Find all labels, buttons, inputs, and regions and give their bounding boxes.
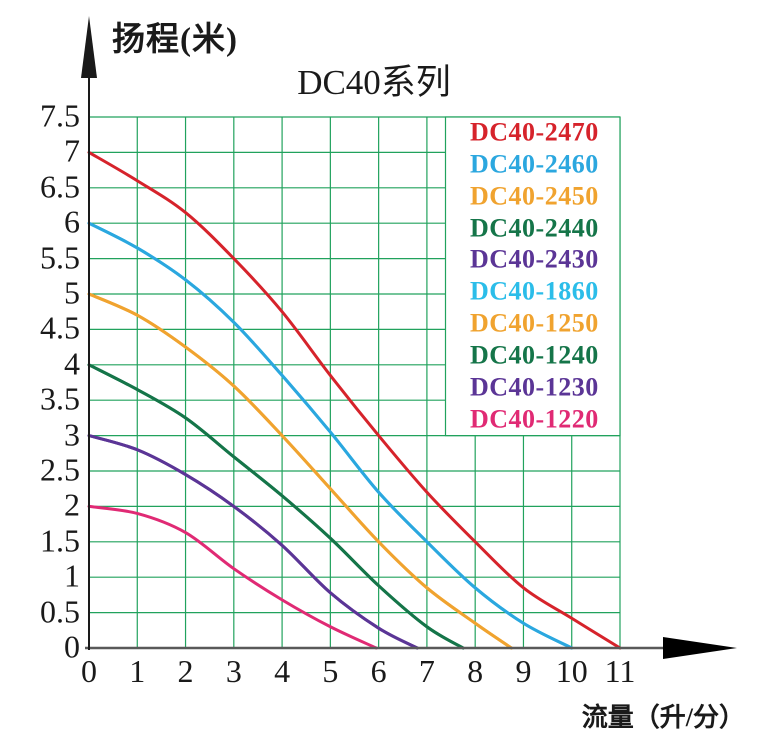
y-tick-label: 4 bbox=[64, 345, 80, 382]
y-tick-label: 2.5 bbox=[40, 451, 80, 488]
y-tick-label: 2 bbox=[64, 487, 80, 524]
x-tick-label: 10 bbox=[555, 653, 588, 689]
x-tick-label: 4 bbox=[274, 653, 291, 689]
y-tick-label: 6 bbox=[64, 203, 80, 240]
y-tick-label: 3 bbox=[64, 416, 80, 453]
x-tick-label: 8 bbox=[467, 653, 484, 689]
x-axis-arrow-icon bbox=[663, 637, 737, 659]
curve-DC40-2450 bbox=[87, 292, 513, 650]
y-tick-label: 0.5 bbox=[40, 593, 80, 630]
x-axis-title: 流量（升/分） bbox=[581, 703, 745, 732]
curve-DC40-2460 bbox=[87, 221, 574, 650]
x-tick-label: 3 bbox=[225, 653, 242, 689]
chart-title: DC40系列 bbox=[297, 63, 451, 102]
legend-item-DC40-1230: DC40-1230 bbox=[470, 372, 599, 402]
legend-item-DC40-1250: DC40-1250 bbox=[470, 308, 599, 338]
y-tick-label: 0 bbox=[64, 628, 80, 665]
y-tick-label: 7 bbox=[64, 133, 80, 170]
legend-box bbox=[444, 116, 621, 437]
x-tick-label: 7 bbox=[418, 653, 435, 689]
curve-DC40-2440 bbox=[87, 363, 465, 650]
y-tick-label: 5.5 bbox=[40, 239, 80, 276]
legend-item-DC40-1240: DC40-1240 bbox=[470, 340, 599, 370]
x-tick-label: 5 bbox=[322, 653, 339, 689]
y-tick-label: 7.5 bbox=[40, 97, 80, 134]
curve-DC40-2470 bbox=[87, 150, 622, 650]
y-tick-label: 1 bbox=[64, 557, 80, 594]
legend-item-DC40-2440: DC40-2440 bbox=[470, 212, 599, 242]
x-tick-label: 1 bbox=[129, 653, 146, 689]
y-tick-label: 3.5 bbox=[40, 380, 80, 417]
y-tick-label: 6.5 bbox=[40, 168, 80, 205]
y-tick-label: 4.5 bbox=[40, 310, 80, 347]
legend-item-DC40-2470: DC40-2470 bbox=[470, 117, 599, 147]
curve-DC40-2430 bbox=[87, 434, 419, 650]
legend-item-DC40-2430: DC40-2430 bbox=[470, 244, 599, 274]
legend-item-DC40-1860: DC40-1860 bbox=[470, 276, 599, 306]
y-tick-label: 5 bbox=[64, 274, 80, 311]
x-tick-label: 6 bbox=[370, 653, 387, 689]
y-tick-label: 1.5 bbox=[40, 522, 80, 559]
y-axis-arrow-icon bbox=[81, 16, 97, 78]
x-tick-label: 2 bbox=[177, 653, 194, 689]
legend-item-DC40-2460: DC40-2460 bbox=[470, 149, 599, 179]
legend-item-DC40-2450: DC40-2450 bbox=[470, 181, 599, 211]
x-tick-label: 11 bbox=[604, 653, 636, 689]
legend-item-DC40-1220: DC40-1220 bbox=[470, 404, 599, 434]
x-tick-label: 0 bbox=[81, 653, 97, 689]
y-axis-title: 扬程(米) bbox=[112, 22, 238, 58]
x-tick-label: 9 bbox=[515, 653, 532, 689]
curve-DC40-1220 bbox=[87, 504, 378, 650]
